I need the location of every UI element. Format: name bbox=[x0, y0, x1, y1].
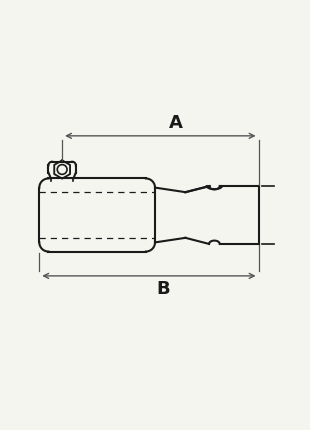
Text: A: A bbox=[169, 114, 183, 132]
Text: B: B bbox=[157, 280, 170, 298]
